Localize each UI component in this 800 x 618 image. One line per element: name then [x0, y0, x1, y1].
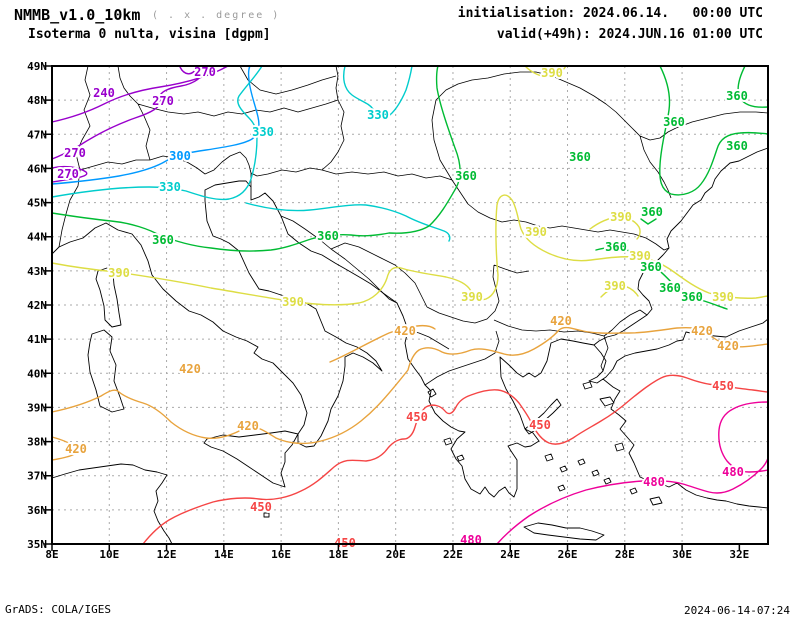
axis-label: 22E	[443, 548, 463, 561]
contour-label: 420	[717, 339, 739, 353]
initialisation-time: initialisation: 2024.06.14. 00:00 UTC	[457, 6, 763, 21]
axis-label: 41N	[27, 333, 47, 346]
axis-label: 35N	[27, 538, 47, 551]
axis-label: 42N	[27, 299, 47, 312]
axis-label: 39N	[27, 401, 47, 414]
axis-label: 18E	[328, 548, 348, 561]
creation-timestamp: 2024-06-14-07:24	[684, 604, 790, 617]
axis-label: 44N	[27, 231, 47, 244]
contour-label: 330	[159, 180, 181, 194]
contour-label: 360	[605, 240, 627, 254]
axis-label: 32E	[729, 548, 749, 561]
contour-label: 360	[455, 169, 477, 183]
contour-450-path	[142, 374, 769, 545]
axis-label: 36N	[27, 504, 47, 517]
axis-tick-marks	[44, 65, 741, 551]
contour-label: 420	[394, 324, 416, 338]
contour-label: 330	[367, 108, 389, 122]
contour-label: 390	[712, 290, 734, 304]
axis-label: 26E	[558, 548, 578, 561]
contour-label: 420	[179, 362, 201, 376]
contour-label: 390	[108, 266, 130, 280]
contour-label: 390	[461, 290, 483, 304]
contour-label: 360	[726, 139, 748, 153]
contour-label: 390	[541, 66, 563, 80]
contour-label: 360	[317, 229, 339, 243]
contour-label: 300	[169, 149, 191, 163]
contour-label: 420	[691, 324, 713, 338]
contour-label: 420	[65, 442, 87, 456]
axis-label: 37N	[27, 470, 47, 483]
contour-label: 390	[610, 210, 632, 224]
grid-resolution-note: ( . x . degree )	[152, 10, 281, 21]
contour-label: 360	[726, 89, 748, 103]
coastlines-path	[51, 147, 769, 545]
axis-label: 16E	[271, 548, 291, 561]
contour-label: 390	[629, 249, 651, 263]
contour-label: 360	[681, 290, 703, 304]
contour-label: 420	[237, 419, 259, 433]
field-subtitle: Isoterma 0 nulta, visina [dgpm]	[28, 27, 271, 42]
axis-label: 45N	[27, 197, 47, 210]
axis-label: 38N	[27, 436, 47, 449]
axis-label: 48N	[27, 94, 47, 107]
contour-360-path	[51, 65, 769, 310]
axis-label: 12E	[157, 548, 177, 561]
valid-time: valid(+49h): 2024.JUN.16 01:00 UTC	[496, 27, 763, 42]
contour-label: 270	[57, 167, 79, 181]
contour-label: 450	[406, 410, 428, 424]
contour-270-path	[51, 65, 209, 183]
axis-label: 20E	[386, 548, 406, 561]
contour-label: 360	[641, 205, 663, 219]
contour-label: 450	[529, 418, 551, 432]
axis-label: 10E	[99, 548, 119, 561]
axis-label: 14E	[214, 548, 234, 561]
contour-label: 450	[250, 500, 272, 514]
contour-label: 420	[550, 314, 572, 328]
contour-label: 360	[569, 150, 591, 164]
contour-420-path	[51, 324, 769, 461]
axis-label: 30E	[672, 548, 692, 561]
contour-label: 360	[659, 281, 681, 295]
contour-label: 480	[643, 475, 665, 489]
contour-label: 330	[252, 125, 274, 139]
isoline-group	[51, 65, 769, 545]
axis-label: 28E	[615, 548, 635, 561]
contour-label: 270	[194, 65, 216, 79]
contour-300-path	[51, 65, 260, 185]
contour-330-path	[51, 65, 451, 242]
model-title: NMMB_v1.0_10km	[14, 6, 141, 24]
contour-label: 390	[525, 225, 547, 239]
longitude-axis-labels: 8E 10E 12E 14E 16E 18E 20E 22E 24E 26E 28E 30E 32E	[45, 548, 749, 561]
contour-label: 270	[64, 146, 86, 160]
axis-label: 49N	[27, 60, 47, 73]
contour-label: 240	[93, 86, 115, 100]
grads-credit: GrADS: COLA/IGES	[5, 603, 111, 616]
axis-label: 40N	[27, 367, 47, 380]
contour-label: 390	[604, 279, 626, 293]
contour-390-path	[51, 65, 769, 306]
contour-480-path	[496, 401, 769, 545]
axis-label: 8E	[45, 548, 58, 561]
axis-label: 47N	[27, 128, 47, 141]
contour-label: 480	[722, 465, 744, 479]
contour-label: 360	[152, 233, 174, 247]
contour-label: 360	[640, 260, 662, 274]
contour-label: 270	[152, 94, 174, 108]
axis-label: 43N	[27, 265, 47, 278]
contour-label: 450	[712, 379, 734, 393]
contour-label: 360	[663, 115, 685, 129]
latitude-axis-labels: 49N 48N 47N 46N 45N 44N 43N 42N 41N 40N 39N 38N 37N 3…	[27, 60, 47, 551]
contour-label: 390	[282, 295, 304, 309]
axis-label: 46N	[27, 162, 47, 175]
axis-label: 24E	[500, 548, 520, 561]
